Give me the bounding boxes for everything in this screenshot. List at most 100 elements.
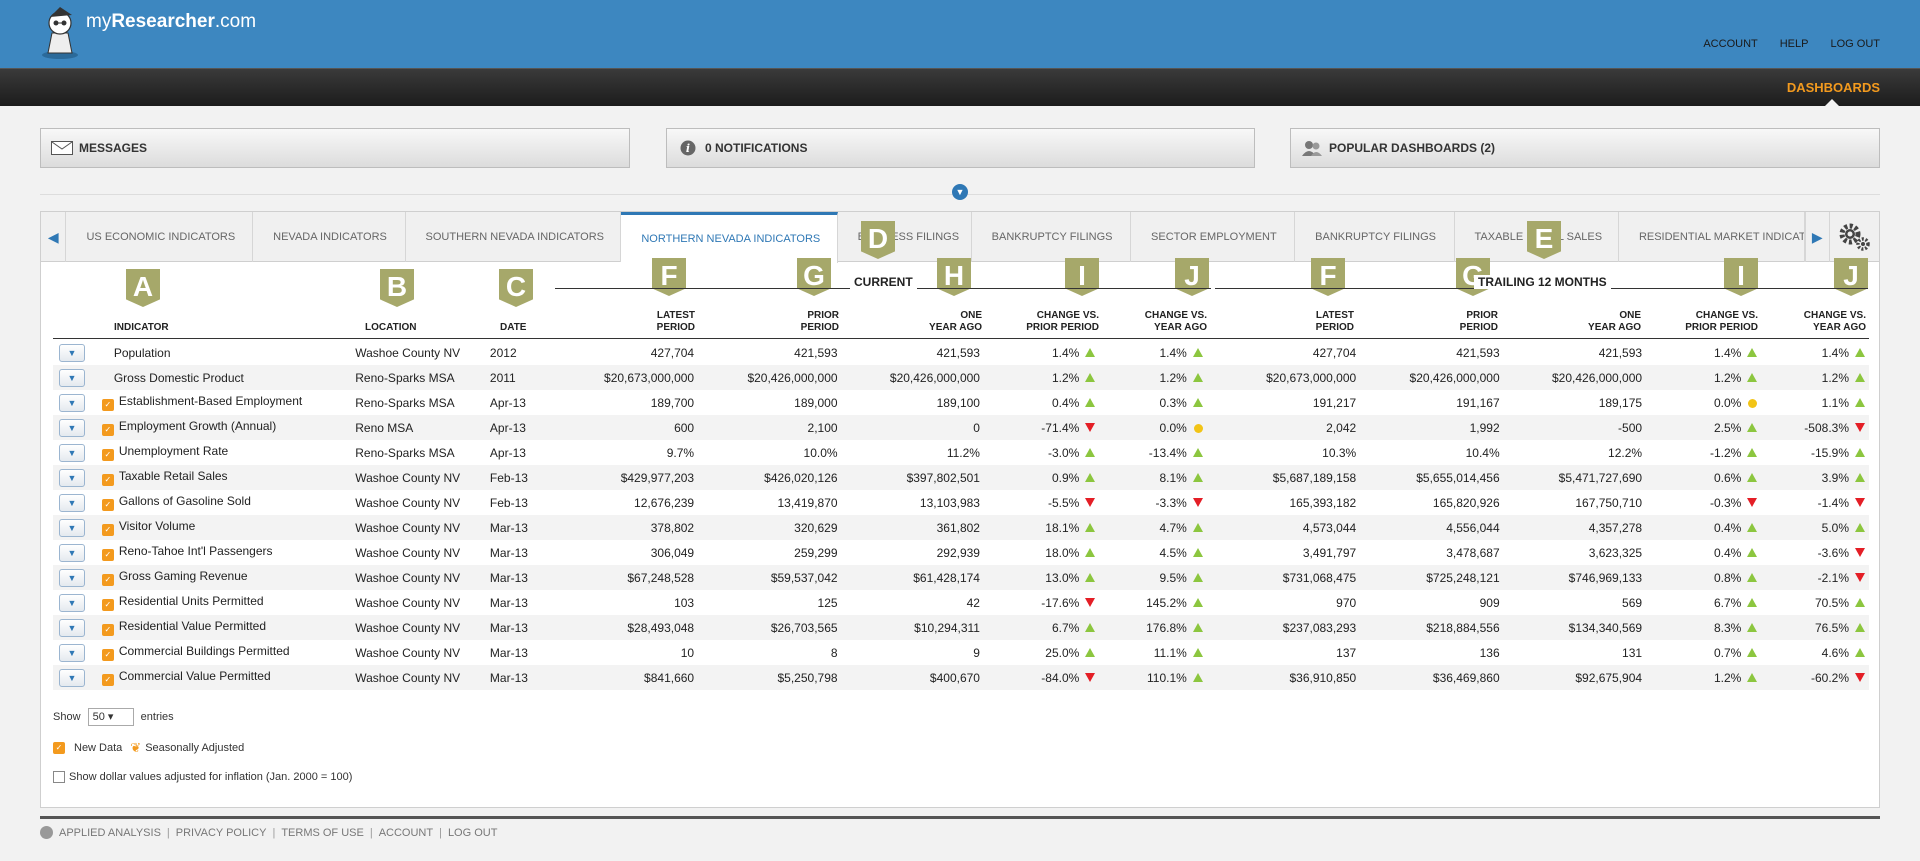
indicator-cell[interactable]: ✓ Reno-Tahoe Int'l Passengers: [101, 540, 355, 565]
tab-residential-market[interactable]: RESIDENTIAL MARKET INDICATORS: [1619, 212, 1805, 262]
tab-nevada[interactable]: NEVADA INDICATORS: [253, 212, 406, 262]
indicator-cell[interactable]: ✓ Gallons of Gasoline Sold: [101, 490, 355, 515]
trend-down-icon: [1085, 422, 1096, 432]
row-expand-button[interactable]: ▼: [59, 493, 85, 512]
indicator-cell[interactable]: ✓ Establishment-Based Employment: [101, 390, 355, 415]
tab-scroll-right-icon[interactable]: ▶: [1804, 212, 1831, 262]
tab-northern-nevada[interactable]: NORTHERN NEVADA INDICATORS: [621, 212, 838, 263]
row-expand-button[interactable]: ▼: [59, 443, 85, 462]
trailing-latest-cell-value: 2,042: [1326, 420, 1357, 435]
inflation-checkbox[interactable]: [53, 771, 65, 783]
row-expand-button[interactable]: ▼: [59, 468, 85, 487]
notifications-button[interactable]: i 0 NOTIFICATIONS: [666, 128, 1255, 168]
trailing-prior-cell-value: 909: [1479, 595, 1500, 610]
trailing-yearago-cell: $5,471,727,690: [1499, 465, 1643, 490]
indicator-cell[interactable]: ✓ Unemployment Rate: [101, 440, 355, 465]
indicator-cell[interactable]: ✓ Commercial Buildings Permitted: [101, 640, 355, 665]
trend-up-icon: [1192, 622, 1203, 632]
date-cell: Mar-13: [490, 540, 545, 565]
footer-terms[interactable]: TERMS OF USE: [281, 826, 364, 839]
current-yearago-cell: $61,428,174: [837, 565, 980, 590]
brand-logo[interactable]: myResearcher.com: [38, 0, 256, 62]
page-length-select[interactable]: 50 ▾: [87, 708, 134, 726]
latest-header-trailing[interactable]: LATEST PERIOD: [1315, 310, 1354, 333]
date-cell-value: 2011: [489, 370, 516, 385]
prior-header-trailing[interactable]: PRIOR PERIOD: [1459, 310, 1498, 333]
new-data-icon: ✓: [53, 742, 65, 754]
tab-bankruptcy-filings[interactable]: BANKRUPTCY FILINGS: [972, 212, 1132, 262]
location-cell: Washoe County NV: [355, 490, 490, 515]
dashboards-link[interactable]: DASHBOARDS: [1786, 80, 1880, 95]
date-cell-value: Feb-13: [489, 495, 528, 510]
tab-us-economic[interactable]: US ECONOMIC INDICATORS: [66, 212, 254, 262]
tab-southern-nevada[interactable]: SOUTHERN NEVADA INDICATORS: [406, 212, 622, 262]
row-expand-button[interactable]: ▼: [59, 568, 85, 587]
trend-down-icon: [1855, 672, 1865, 682]
trailing-chg-year-cell-value: 5.0%: [1821, 520, 1849, 535]
chg-year-header-current[interactable]: CHANGE VS. YEAR AGO: [1144, 310, 1207, 333]
row-expand-button[interactable]: ▼: [59, 543, 85, 562]
logout-link[interactable]: LOG OUT: [1830, 38, 1880, 50]
row-expand-button[interactable]: ▼: [59, 668, 85, 687]
yearago-header-current[interactable]: ONE YEAR AGO: [929, 310, 982, 333]
notifications-label: 0 NOTIFICATIONS: [705, 141, 808, 155]
row-expand-button[interactable]: ▼: [59, 518, 85, 537]
trailing-latest-cell-value: $731,068,475: [1282, 570, 1357, 585]
footer-privacy[interactable]: PRIVACY POLICY: [175, 826, 267, 839]
row-expand-button[interactable]: ▼: [59, 368, 85, 387]
chevron-down-icon[interactable]: ▼: [952, 184, 968, 200]
indicator-header[interactable]: INDICATOR: [114, 322, 169, 333]
trend-up-icon: [1747, 572, 1758, 582]
indicator-cell[interactable]: Population: [102, 340, 355, 365]
footer-divider: [40, 816, 1880, 819]
date-header[interactable]: DATE: [500, 322, 527, 333]
messages-button[interactable]: MESSAGES: [40, 128, 630, 168]
tab-sector-employment[interactable]: SECTOR EMPLOYMENT: [1131, 212, 1296, 262]
location-header[interactable]: LOCATION: [365, 322, 417, 333]
trailing-yearago-cell: $746,969,133: [1499, 565, 1643, 590]
account-link[interactable]: ACCOUNT: [1703, 38, 1758, 50]
indicator-cell[interactable]: ✓ Residential Value Permitted: [101, 615, 356, 640]
tab-bankruptcy-filings-2[interactable]: BANKRUPTCY FILINGS: [1295, 212, 1455, 262]
date-cell-value: Apr-13: [489, 395, 526, 410]
indicator-name: Gross Domestic Product: [113, 370, 244, 385]
indicator-name: Residential Units Permitted: [118, 594, 264, 608]
trailing-prior-cell-value: $5,655,014,456: [1416, 470, 1500, 485]
indicator-cell[interactable]: ✓ Employment Growth (Annual): [101, 415, 356, 440]
tab-scroll-left-icon[interactable]: ◀: [41, 212, 67, 262]
current-yearago-cell: 189,100: [838, 390, 980, 415]
indicator-cell[interactable]: ✓ Taxable Retail Sales: [101, 465, 356, 490]
callout-badge-a: A: [126, 269, 160, 307]
inflation-toggle[interactable]: Show dollar values adjusted for inflatio…: [53, 771, 352, 783]
tab-bar: ◀ US ECONOMIC INDICATORS NEVADA INDICATO…: [41, 212, 1879, 263]
footer-account[interactable]: ACCOUNT: [378, 826, 434, 839]
indicator-cell[interactable]: ✓ Residential Units Permitted: [101, 590, 355, 615]
row-expand-button[interactable]: ▼: [59, 418, 85, 437]
chg-prior-header-current[interactable]: CHANGE VS. PRIOR PERIOD: [1026, 310, 1099, 333]
popular-dashboards-button[interactable]: POPULAR DASHBOARDS (2): [1290, 128, 1880, 168]
tab-business-filings[interactable]: BUSINESS FILINGS: [838, 212, 972, 262]
row-expand-button[interactable]: ▼: [59, 393, 85, 412]
indicator-cell[interactable]: ✓ Commercial Value Permitted: [101, 665, 356, 690]
trailing-chg-year-cell-value: 1.2%: [1821, 370, 1849, 385]
indicator-cell[interactable]: Gross Domestic Product: [101, 365, 356, 390]
prior-header-current[interactable]: PRIOR PERIOD: [800, 310, 839, 333]
row-expand-button[interactable]: ▼: [59, 343, 85, 362]
trend-up-icon: [1085, 447, 1096, 457]
latest-header-current[interactable]: LATEST PERIOD: [656, 310, 695, 333]
indicator-cell[interactable]: ✓ Gross Gaming Revenue: [101, 565, 356, 590]
footer-applied-analysis[interactable]: APPLIED ANALYSIS: [59, 826, 161, 839]
gear-icon[interactable]: [1830, 212, 1879, 262]
footer-logout[interactable]: LOG OUT: [447, 826, 498, 839]
chg-prior-header-trailing[interactable]: CHANGE VS. PRIOR PERIOD: [1685, 310, 1758, 333]
row-expand-button[interactable]: ▼: [59, 618, 85, 637]
chg-year-header-trailing[interactable]: CHANGE VS. YEAR AGO: [1803, 310, 1866, 333]
location-cell-value: Washoe County NV: [355, 570, 461, 585]
yearago-header-trailing[interactable]: ONE YEAR AGO: [1588, 310, 1641, 333]
row-expand-button[interactable]: ▼: [59, 643, 85, 662]
indicator-cell[interactable]: ✓ Visitor Volume: [101, 515, 356, 540]
help-link[interactable]: HELP: [1779, 38, 1809, 50]
row-expand-button[interactable]: ▼: [59, 593, 85, 612]
trend-up-icon: [1085, 547, 1096, 557]
row-expand-cell: ▼: [53, 540, 102, 565]
